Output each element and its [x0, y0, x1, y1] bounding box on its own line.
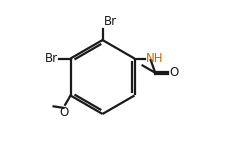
Text: NH: NH — [146, 52, 163, 65]
Text: Br: Br — [45, 52, 58, 65]
Text: Br: Br — [104, 15, 117, 28]
Text: O: O — [169, 66, 178, 79]
Text: O: O — [60, 106, 69, 119]
